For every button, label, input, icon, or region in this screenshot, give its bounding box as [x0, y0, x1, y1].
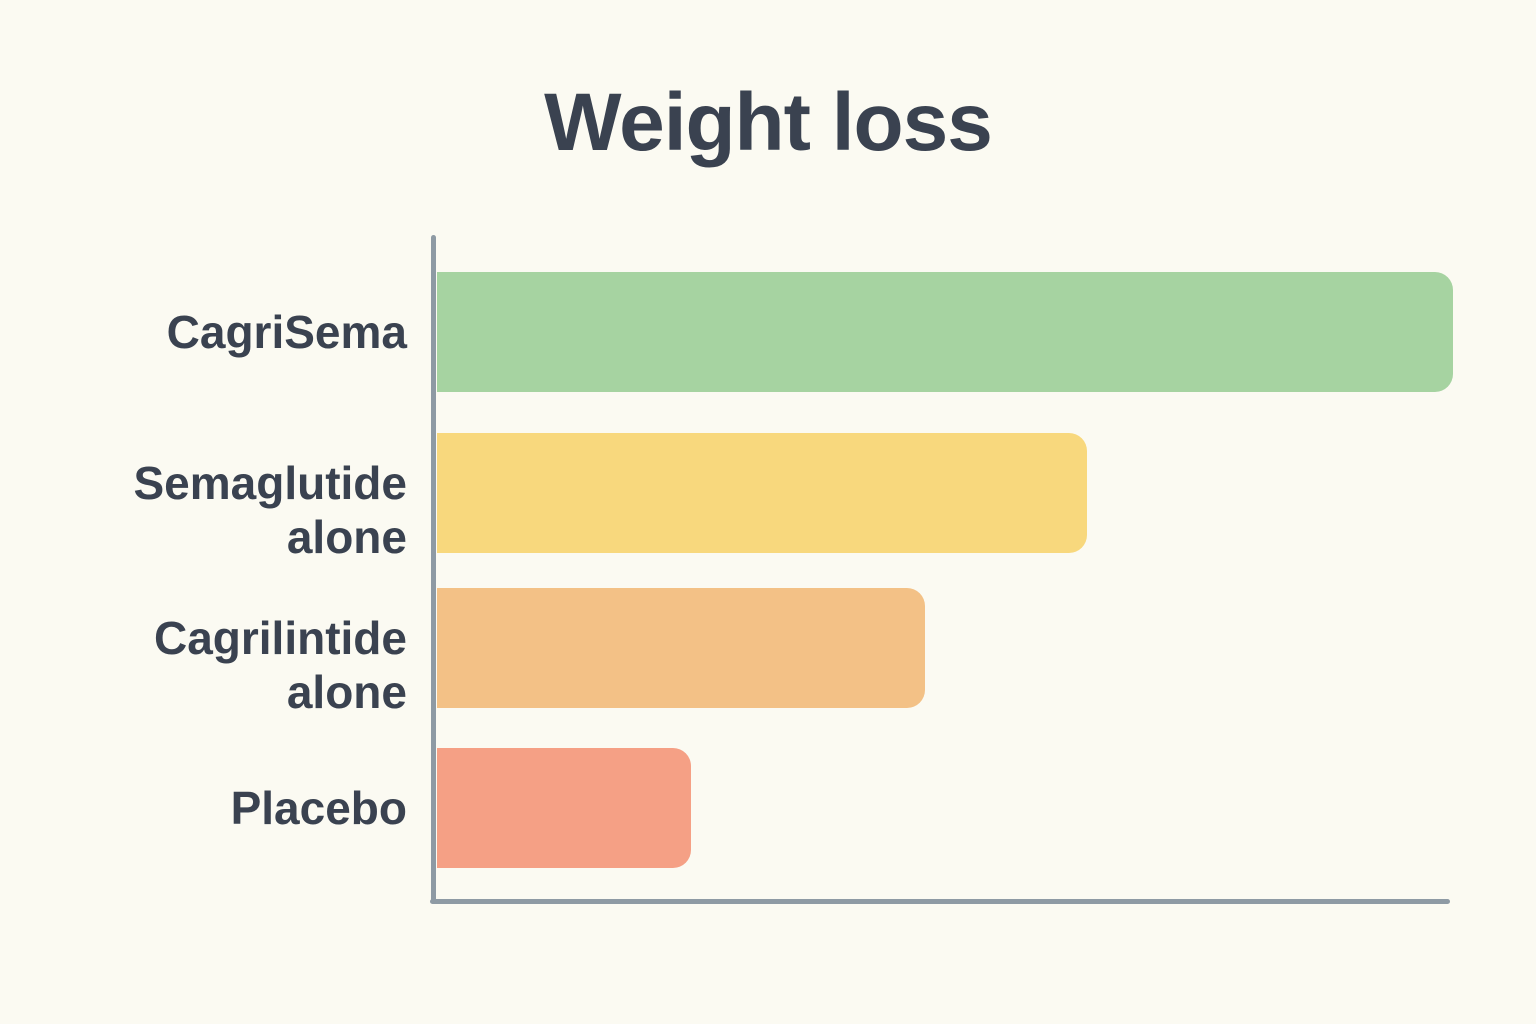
category-label-placebo: Placebo — [20, 748, 407, 868]
bar-cagrisema — [437, 272, 1453, 392]
category-label-line: Cagrilintide — [153, 612, 407, 664]
chart-title: Weight loss — [544, 77, 993, 168]
category-label-line: CagriSema — [166, 306, 407, 358]
category-label-line: alone — [286, 666, 407, 718]
category-label-line: alone — [286, 511, 407, 563]
category-label-line: Semaglutide — [133, 457, 407, 509]
x-axis-line — [430, 899, 1450, 904]
category-label-cagrilintide-alone: Cagrilintide alone — [20, 605, 407, 725]
category-label-line: Placebo — [230, 782, 407, 834]
bar-placebo — [437, 748, 691, 868]
category-label-semaglutide-alone: Semaglutide alone — [20, 450, 407, 570]
bar-semaglutide-alone — [437, 433, 1088, 553]
category-label-cagrisema: CagriSema — [20, 272, 407, 392]
bar-cagrilintide-alone — [437, 588, 925, 708]
y-axis-line — [431, 235, 436, 904]
